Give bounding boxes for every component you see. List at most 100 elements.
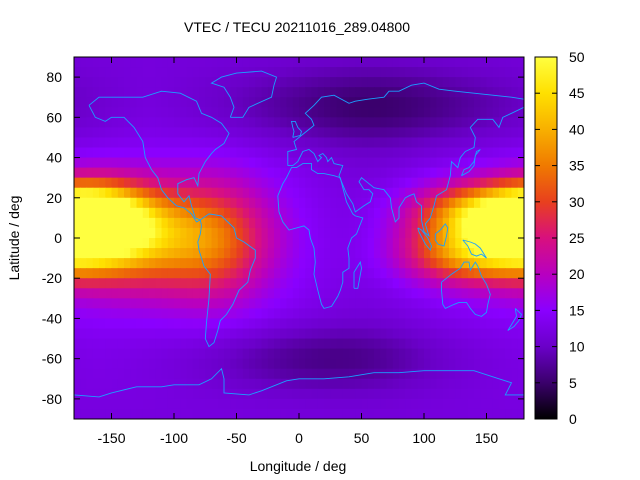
y-tick-label: -80 xyxy=(42,391,62,407)
heatmap-cell xyxy=(336,388,344,400)
heatmap-cell xyxy=(467,328,475,340)
heatmap-cell xyxy=(386,388,394,400)
heatmap-cell xyxy=(449,328,456,340)
heatmap-cell xyxy=(242,268,250,279)
heatmap-cell xyxy=(186,87,194,98)
heatmap-cell xyxy=(186,187,194,199)
heatmap-cell xyxy=(305,278,313,289)
heatmap-cell xyxy=(180,358,188,370)
heatmap-cell xyxy=(430,157,438,169)
heatmap-cell xyxy=(417,77,425,88)
heatmap-cell xyxy=(330,408,338,419)
heatmap-cell xyxy=(330,207,338,219)
heatmap-cell xyxy=(455,137,463,149)
heatmap-cell xyxy=(492,157,500,169)
heatmap-cell xyxy=(480,358,488,370)
heatmap-cell xyxy=(455,328,463,340)
heatmap-cell xyxy=(149,398,156,410)
heatmap-cell xyxy=(374,408,381,419)
heatmap-cell xyxy=(249,268,256,279)
heatmap-cell xyxy=(424,298,431,309)
heatmap-cell xyxy=(99,117,106,128)
heatmap-cell xyxy=(167,127,175,139)
heatmap-cell xyxy=(117,278,125,289)
heatmap-cell xyxy=(249,57,256,68)
heatmap-cell xyxy=(342,268,350,279)
heatmap-cell xyxy=(305,258,313,269)
heatmap-cell xyxy=(355,288,363,299)
heatmap-cell xyxy=(242,137,250,149)
heatmap-cell xyxy=(86,137,94,149)
heatmap-cell xyxy=(342,147,350,159)
heatmap-cell xyxy=(324,227,331,239)
heatmap-cell xyxy=(292,167,300,179)
heatmap-cell xyxy=(317,348,325,360)
heatmap-cell xyxy=(217,238,225,249)
heatmap-cell xyxy=(499,338,506,350)
heatmap-cell xyxy=(261,117,269,128)
heatmap-cell xyxy=(192,77,200,88)
x-tick-label: -100 xyxy=(160,430,188,446)
heatmap-cell xyxy=(217,187,225,199)
heatmap-cell xyxy=(267,137,275,149)
heatmap-cell xyxy=(317,338,325,350)
heatmap-cell xyxy=(267,348,275,360)
heatmap-cell xyxy=(511,368,519,380)
heatmap-cell xyxy=(167,187,175,199)
heatmap-cell xyxy=(286,398,294,410)
heatmap-cell xyxy=(317,248,325,259)
heatmap-cell xyxy=(424,207,431,219)
heatmap-cell xyxy=(99,338,106,350)
heatmap-cell xyxy=(130,408,138,419)
heatmap-cell xyxy=(149,358,156,370)
heatmap-cell xyxy=(217,368,225,380)
heatmap-cell xyxy=(161,268,169,279)
heatmap-cell xyxy=(474,328,481,340)
heatmap-cell xyxy=(186,157,194,169)
heatmap-cell xyxy=(305,318,313,330)
heatmap-cell xyxy=(517,217,524,229)
x-axis-label: Longitude / deg xyxy=(250,458,347,474)
heatmap-cell xyxy=(192,147,200,159)
heatmap-cell xyxy=(324,117,331,128)
heatmap-cell xyxy=(99,147,106,159)
heatmap-cell xyxy=(199,398,206,410)
heatmap-cell xyxy=(86,278,94,289)
heatmap-cell xyxy=(105,97,113,108)
heatmap-cell xyxy=(255,217,263,229)
heatmap-cell xyxy=(411,368,419,380)
heatmap-cell xyxy=(149,87,156,98)
heatmap-cell xyxy=(361,117,369,128)
heatmap-cell xyxy=(461,308,469,320)
heatmap-cell xyxy=(386,348,394,360)
heatmap-cell xyxy=(330,77,338,88)
heatmap-cell xyxy=(349,368,356,380)
heatmap-cell xyxy=(299,77,306,88)
heatmap-cell xyxy=(99,197,106,209)
heatmap-cell xyxy=(174,77,181,88)
heatmap-cell xyxy=(436,197,444,209)
heatmap-cell xyxy=(511,288,519,299)
heatmap-cell xyxy=(92,187,100,199)
heatmap-cell xyxy=(261,217,269,229)
heatmap-cell xyxy=(230,77,238,88)
heatmap-cell xyxy=(380,288,388,299)
heatmap-cell xyxy=(449,378,456,390)
heatmap-cell xyxy=(167,268,175,279)
heatmap-cell xyxy=(517,177,524,189)
heatmap-cell xyxy=(380,348,388,360)
heatmap-cell xyxy=(349,408,356,419)
heatmap-cell xyxy=(99,248,106,259)
heatmap-cell xyxy=(192,318,200,330)
heatmap-cell xyxy=(180,127,188,139)
heatmap-cell xyxy=(99,187,106,199)
heatmap-cell xyxy=(324,338,331,350)
heatmap-cell xyxy=(455,77,463,88)
heatmap-cell xyxy=(274,57,281,68)
heatmap-cell xyxy=(355,187,363,199)
heatmap-cell xyxy=(230,248,238,259)
heatmap-cell xyxy=(492,388,500,400)
heatmap-cell xyxy=(492,137,500,149)
heatmap-cell xyxy=(474,207,481,219)
heatmap-cell xyxy=(324,87,331,98)
